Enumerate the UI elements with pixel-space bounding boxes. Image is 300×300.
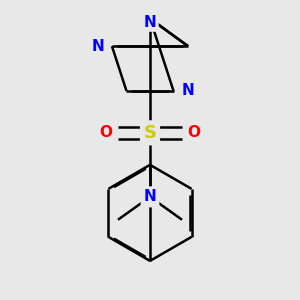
Text: O: O [99,125,112,140]
Text: N: N [144,189,156,204]
Text: O: O [188,125,201,140]
Text: N: N [144,14,156,29]
Text: N: N [182,83,194,98]
Text: S: S [143,124,157,142]
Text: N: N [91,39,104,54]
